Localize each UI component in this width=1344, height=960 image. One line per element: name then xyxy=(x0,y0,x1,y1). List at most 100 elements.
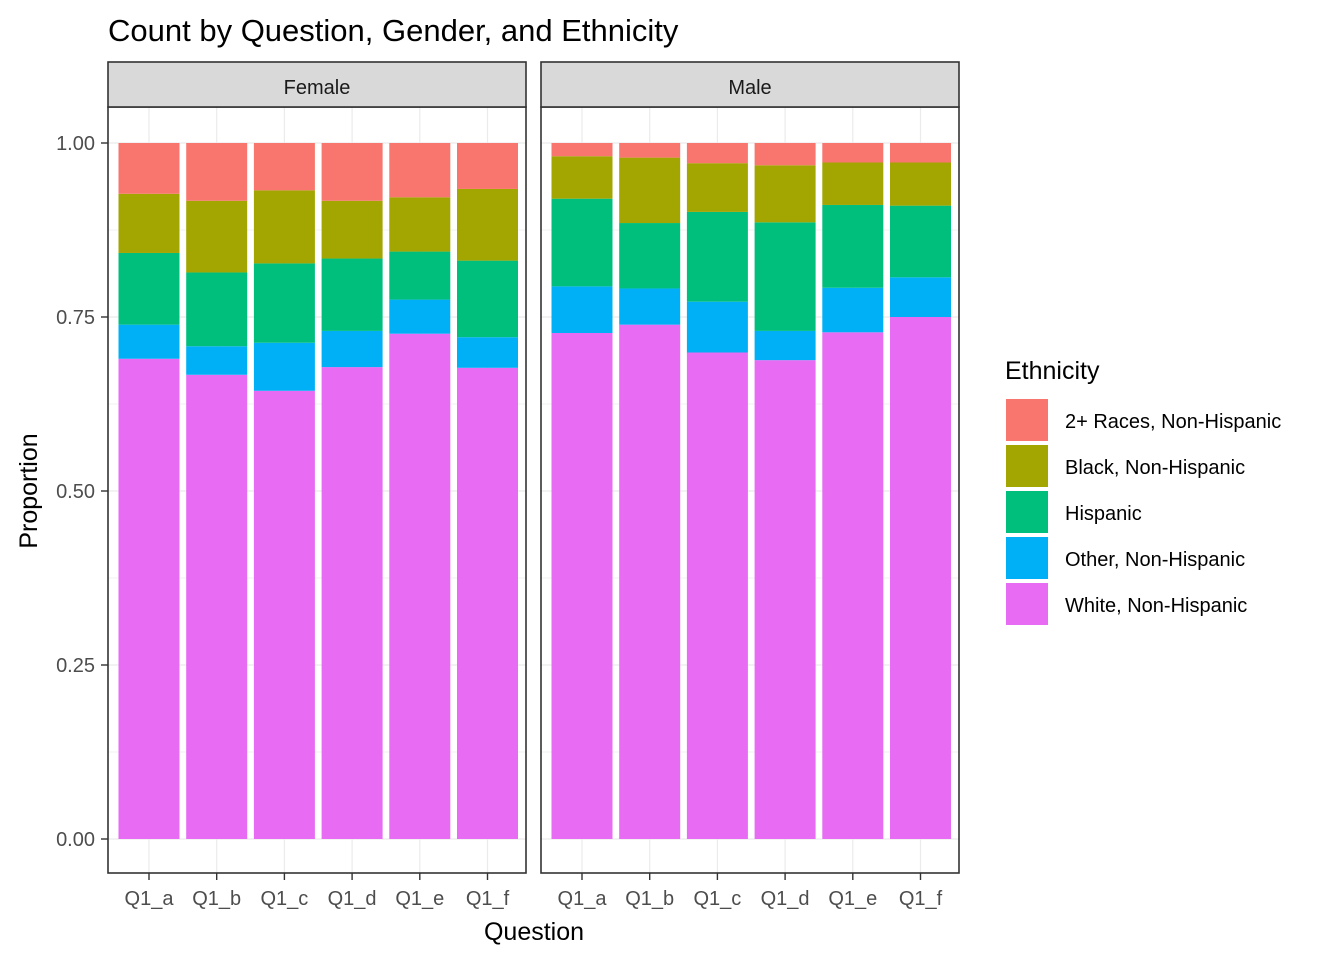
x-tick-label: Q1_d xyxy=(761,888,810,910)
x-tick-label: Q1_e xyxy=(395,888,444,910)
bar-segment xyxy=(686,163,748,212)
legend-swatch xyxy=(1006,491,1048,533)
x-tick-label: Q1_d xyxy=(328,888,377,910)
bar-segment xyxy=(321,330,383,368)
x-tick-label: Q1_f xyxy=(466,888,510,910)
bar-segment xyxy=(551,143,613,157)
bar-segment xyxy=(253,263,315,343)
bar-segment xyxy=(822,162,884,205)
bar-segment xyxy=(890,205,951,278)
bar-segment xyxy=(118,193,180,253)
facet-panel-male: Male Q1_a Q1_b Q1_c Q1_d Q1_e Q1_f xyxy=(540,61,960,910)
bar-segment xyxy=(118,143,180,194)
bar-segment xyxy=(890,162,951,206)
facet-strip xyxy=(107,61,527,108)
bar-segment xyxy=(253,390,315,839)
y-tick-label: 1.00 xyxy=(56,133,95,155)
bar-segment xyxy=(389,143,451,198)
bar-segment xyxy=(321,367,383,839)
y-tick-label: 0.00 xyxy=(56,829,95,851)
bar-segment xyxy=(457,337,518,368)
facet-panel-female: Female Q1_a Q1_b Q1_c Q1_d Q1_e Q1_f xyxy=(107,61,527,910)
legend-label: White, Non-Hispanic xyxy=(1065,595,1247,617)
x-tick-label: Q1_e xyxy=(828,888,877,910)
bar-segment xyxy=(457,188,518,261)
legend-swatch xyxy=(1006,583,1048,625)
bar-segment xyxy=(457,367,518,839)
bar-segment xyxy=(253,342,315,391)
bar-segment xyxy=(551,198,613,287)
bar-segment xyxy=(754,330,816,361)
legend-label: Hispanic xyxy=(1065,503,1142,525)
bar-segment xyxy=(186,346,248,375)
bar-segment xyxy=(118,324,180,359)
bar-segment xyxy=(551,156,613,199)
x-tick-label: Q1_b xyxy=(192,888,241,910)
bar-segment xyxy=(822,332,884,839)
bar-segment xyxy=(686,211,748,302)
legend-title: Ethnicity xyxy=(1005,357,1100,385)
bar-segment xyxy=(253,190,315,264)
bar-segment xyxy=(754,143,816,166)
x-tick-label: Q1_b xyxy=(625,888,674,910)
y-axis: 0.00 0.25 0.50 0.75 1.00 xyxy=(56,133,108,851)
bar-segment xyxy=(118,358,180,839)
bar-segment xyxy=(822,143,884,163)
legend-label: Other, Non-Hispanic xyxy=(1065,549,1245,571)
bar-segment xyxy=(619,223,681,289)
bar-segment xyxy=(389,197,451,252)
y-tick-label: 0.50 xyxy=(56,481,95,503)
chart-title: Count by Question, Gender, and Ethnicity xyxy=(108,13,679,48)
bar-segment xyxy=(890,317,951,839)
x-tick-label: Q1_f xyxy=(899,888,943,910)
bar-segment xyxy=(551,333,613,839)
bar-segment xyxy=(389,251,451,300)
bar-segment xyxy=(321,143,383,201)
y-axis-title: Proportion xyxy=(15,433,43,548)
bar-segment xyxy=(457,143,518,189)
bar-segment xyxy=(186,143,248,201)
bar-segment xyxy=(118,252,180,325)
bar-segment xyxy=(890,277,951,317)
bar-segment xyxy=(822,287,884,333)
bar-segment xyxy=(619,157,681,224)
y-tick-label: 0.25 xyxy=(56,655,95,677)
bar-segment xyxy=(186,272,248,347)
bar-segment xyxy=(686,352,748,839)
bar-segment xyxy=(186,374,248,839)
facet-strip xyxy=(540,61,960,108)
x-tick-label: Q1_c xyxy=(693,888,741,910)
bar-segment xyxy=(321,200,383,259)
legend: Ethnicity 2+ Races, Non-Hispanic Black, N… xyxy=(1005,357,1281,626)
legend-label: Black, Non-Hispanic xyxy=(1065,457,1245,479)
bar-segment xyxy=(389,333,451,839)
legend-label: 2+ Races, Non-Hispanic xyxy=(1065,411,1281,433)
legend-swatch xyxy=(1006,445,1048,487)
x-tick-label: Q1_a xyxy=(125,888,175,910)
bar-segment xyxy=(754,360,816,839)
facet-strip-label: Male xyxy=(728,77,771,99)
bar-segment xyxy=(619,324,681,839)
bar-segment xyxy=(890,143,951,163)
bar-segment xyxy=(754,222,816,331)
bar-segment xyxy=(686,143,748,164)
legend-swatch xyxy=(1006,399,1048,441)
bar-segment xyxy=(754,165,816,223)
x-axis-title: Question xyxy=(484,918,584,946)
x-tick-label: Q1_c xyxy=(260,888,308,910)
bar-segment xyxy=(619,143,681,158)
x-tick-label: Q1_a xyxy=(558,888,608,910)
bar-segment xyxy=(822,204,884,288)
bar-segment xyxy=(686,301,748,353)
facet-strip-label: Female xyxy=(284,77,351,99)
bar-segment xyxy=(551,286,613,334)
y-tick-label: 0.75 xyxy=(56,307,95,329)
bar-segment xyxy=(253,143,315,191)
legend-swatch xyxy=(1006,537,1048,579)
facet-panels: Female Q1_a Q1_b Q1_c Q1_d Q1_e Q1_f Male Q1_a Q1… xyxy=(56,61,960,910)
bar-segment xyxy=(619,288,681,325)
bar-segment xyxy=(321,258,383,331)
bar-segment xyxy=(389,299,451,334)
bar-segment xyxy=(186,200,248,273)
